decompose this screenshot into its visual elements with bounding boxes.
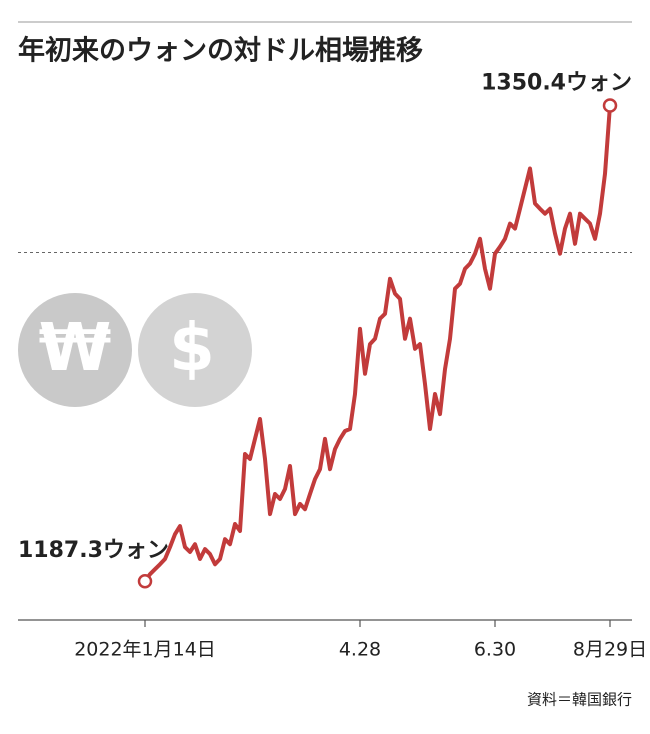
dollar-coin <box>138 293 252 407</box>
x-tick-label: 4.28 <box>339 639 381 661</box>
dollar-symbol: $ <box>169 309 215 386</box>
won-symbol: ₩ <box>39 309 112 386</box>
source: 資料＝韓国銀行 <box>527 691 632 709</box>
end-point <box>137 573 153 589</box>
x-tick-label: 2022年1月14日 <box>74 639 216 661</box>
line <box>143 105 612 583</box>
won-coin <box>18 293 132 407</box>
x-tick-label: 8月29日 <box>573 639 647 661</box>
value-label: 1350.4ウォン <box>481 71 632 96</box>
value-label: 1187.3ウォン <box>18 538 169 563</box>
chart-title: 年初来のウォンの対ドル相場推移 <box>18 35 423 67</box>
end-point <box>602 98 618 113</box>
x-tick-label: 6.30 <box>474 639 516 661</box>
